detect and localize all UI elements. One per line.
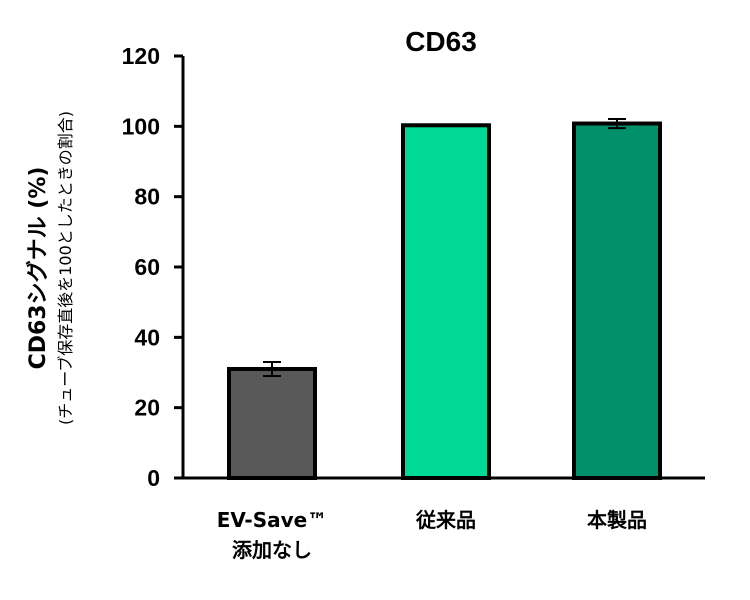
y-tick-label: 60 bbox=[134, 254, 160, 280]
y-axis-note: (チューブ保存直後を100としたときの割合) bbox=[56, 111, 75, 425]
chart-title: CD63 bbox=[405, 26, 477, 57]
category-label-line2: 添加なし bbox=[232, 538, 312, 562]
plot-area: 0 20 40 60 80 100 120 EV-Save™ 添加なし 従来品 本製品 bbox=[122, 43, 705, 562]
y-tick-label: 80 bbox=[134, 184, 160, 210]
y-tick-label: 120 bbox=[122, 43, 160, 69]
category-label: 従来品 bbox=[415, 508, 476, 532]
y-axis-label: CD63シグナル (%) (チューブ保存直後を100としたときの割合) bbox=[25, 111, 75, 425]
bar bbox=[227, 366, 317, 481]
y-tick-label: 0 bbox=[147, 465, 160, 491]
category-label: 本製品 bbox=[587, 508, 647, 532]
bar bbox=[401, 123, 491, 481]
y-axis-title: CD63シグナル (%) bbox=[25, 167, 51, 370]
bar bbox=[572, 121, 662, 481]
y-tick-label: 100 bbox=[122, 113, 160, 139]
y-tick-label: 20 bbox=[134, 395, 160, 421]
y-tick-label: 40 bbox=[134, 324, 160, 350]
category-label: EV-Save™ bbox=[217, 508, 328, 532]
